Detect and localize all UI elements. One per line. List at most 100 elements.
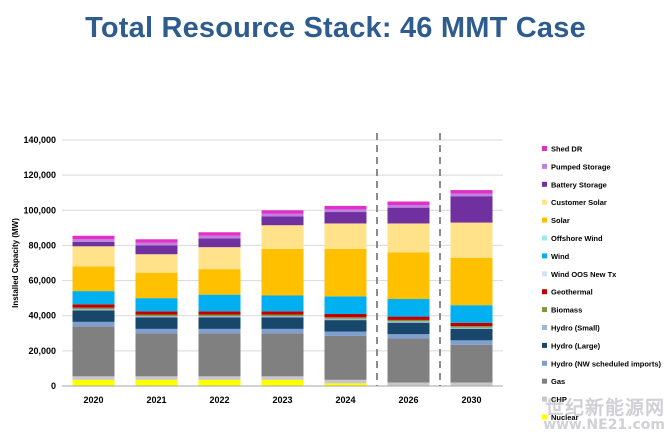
- bar-segment-gas: [450, 344, 493, 383]
- legend-swatch: [542, 271, 547, 277]
- bar-segment-solar: [72, 266, 115, 292]
- legend-swatch: [542, 146, 547, 151]
- legend-label: Hydro (Small): [551, 324, 600, 333]
- legend-label: Wind OOS New Tx: [551, 270, 617, 279]
- bar-segment-geothermal: [324, 313, 367, 318]
- legend-swatch: [542, 414, 547, 420]
- y-tick-label: 140,000: [23, 135, 56, 145]
- legend-swatch: [542, 235, 547, 241]
- bar-segment-customer-solar: [135, 254, 178, 273]
- bar-segment-battery-storage: [72, 241, 115, 247]
- bar-segment-biomass: [387, 319, 430, 322]
- bar-segment-hydro-nw-scheduled-imports: [261, 328, 304, 334]
- legend-label: Hydro (Large): [551, 341, 601, 350]
- legend-label: Solar: [551, 216, 570, 225]
- bar-segment-pumped-storage: [198, 235, 241, 239]
- bar-segment-geothermal: [198, 311, 241, 315]
- bar-segment-gas: [135, 333, 178, 377]
- legend-layer: Shed DR Pumped Storage Battery Storage Cust…: [542, 145, 662, 422]
- bar-segment-hydro-small: [261, 316, 304, 318]
- y-axis-title: Installed Capacity (MW): [11, 218, 20, 308]
- bar-segment-biomass: [198, 314, 241, 317]
- legend-label: Gas: [551, 377, 565, 386]
- bar-segment-wind: [387, 299, 430, 317]
- bars-layer: [72, 190, 493, 386]
- y-tick-label: 80,000: [28, 240, 56, 250]
- x-tick-label: 2023: [272, 395, 292, 405]
- legend-label: Geothermal: [551, 288, 593, 297]
- bar-segment-hydro-small: [198, 316, 241, 318]
- legend-swatch: [542, 360, 547, 366]
- bar-segment-chp: [324, 379, 367, 384]
- legend-label: Pumped Storage: [551, 162, 611, 171]
- bar-segment-customer-solar: [387, 223, 430, 253]
- y-tick-label: 20,000: [28, 346, 56, 356]
- bar-segment-shed-dr: [324, 205, 367, 210]
- bar-segment-geothermal: [261, 311, 304, 315]
- x-tick-label: 2024: [335, 395, 355, 405]
- legend-swatch: [542, 307, 547, 313]
- bar-segment-shed-dr: [198, 232, 241, 236]
- bar-segment-nuclear: [198, 379, 241, 386]
- bar-segment-chp: [198, 376, 241, 380]
- slide-title: Total Resource Stack: 46 MMT Case: [85, 12, 586, 44]
- bar-segment-solar: [135, 272, 178, 299]
- x-tick-label: 2030: [461, 395, 481, 405]
- bar-segment-hydro-large: [387, 322, 430, 335]
- legend-swatch: [542, 289, 547, 295]
- bar-segment-wind: [450, 305, 493, 323]
- bar-segment-battery-storage: [450, 196, 493, 223]
- bar-segment-nuclear: [135, 379, 178, 386]
- legend-label: Biomass: [551, 306, 582, 315]
- bar-segment-gas: [198, 333, 241, 377]
- bar-segment-customer-solar: [450, 222, 493, 258]
- bar-segment-gas: [261, 333, 304, 377]
- bar-segment-chp: [261, 376, 304, 380]
- bar-segment-chp: [387, 382, 430, 386]
- y-tick-label: 60,000: [28, 276, 56, 286]
- legend-label: Shed DR: [551, 145, 583, 154]
- bar-segment-geothermal: [387, 316, 430, 320]
- bar-segment-geothermal: [135, 311, 178, 315]
- legend-swatch: [542, 181, 547, 187]
- bar-segment-pumped-storage: [261, 213, 304, 217]
- bar-segment-hydro-large: [324, 320, 367, 332]
- axis-layer: 0 20,000 40,000 60,000 80,000 100,000 120,000 1…: [11, 133, 503, 405]
- y-tick-label: 100,000: [23, 205, 56, 215]
- bar-segment-hydro-large: [198, 317, 241, 329]
- legend-swatch: [542, 325, 547, 330]
- x-tick-label: 2021: [146, 395, 166, 405]
- bar-segment-hydro-small: [135, 316, 178, 318]
- bar-segment-shed-dr: [261, 210, 304, 214]
- bar-segment-biomass: [135, 314, 178, 317]
- bar-segment-solar: [387, 252, 430, 300]
- bar-segment-pumped-storage: [135, 242, 178, 246]
- bar-segment-biomass: [72, 307, 115, 310]
- bar-segment-solar: [261, 248, 304, 296]
- y-tick-label: 120,000: [23, 170, 56, 180]
- bar-segment-wind: [261, 295, 304, 312]
- watermark-cn-text: 世纪新能源网: [544, 397, 665, 419]
- legend-label: Hydro (NW scheduled imports): [551, 359, 662, 368]
- bar-segment-gas: [324, 335, 367, 380]
- bar-segment-hydro-nw-scheduled-imports: [387, 334, 430, 339]
- bar-segment-chp: [72, 376, 115, 380]
- bar-segment-solar: [198, 269, 241, 295]
- legend-label: Customer Solar: [551, 198, 607, 207]
- bar-segment-customer-solar: [324, 223, 367, 249]
- bar-segment-hydro-nw-scheduled-imports: [72, 321, 115, 327]
- bar-segment-geothermal: [450, 322, 493, 327]
- x-tick-label: 2022: [209, 395, 229, 405]
- bar-segment-nuclear: [72, 379, 115, 386]
- bar-segment-wind: [72, 291, 115, 305]
- bar-segment-battery-storage: [198, 238, 241, 248]
- bar-segment-hydro-small: [72, 309, 115, 311]
- legend-label: Battery Storage: [551, 180, 607, 189]
- bar-segment-pumped-storage: [450, 193, 493, 197]
- bar-segment-gas: [72, 326, 115, 377]
- bar-segment-pumped-storage: [72, 239, 115, 242]
- bar-segment-hydro-small: [450, 327, 493, 329]
- bar-segment-biomass: [324, 317, 367, 319]
- bar-segment-shed-dr: [450, 190, 493, 194]
